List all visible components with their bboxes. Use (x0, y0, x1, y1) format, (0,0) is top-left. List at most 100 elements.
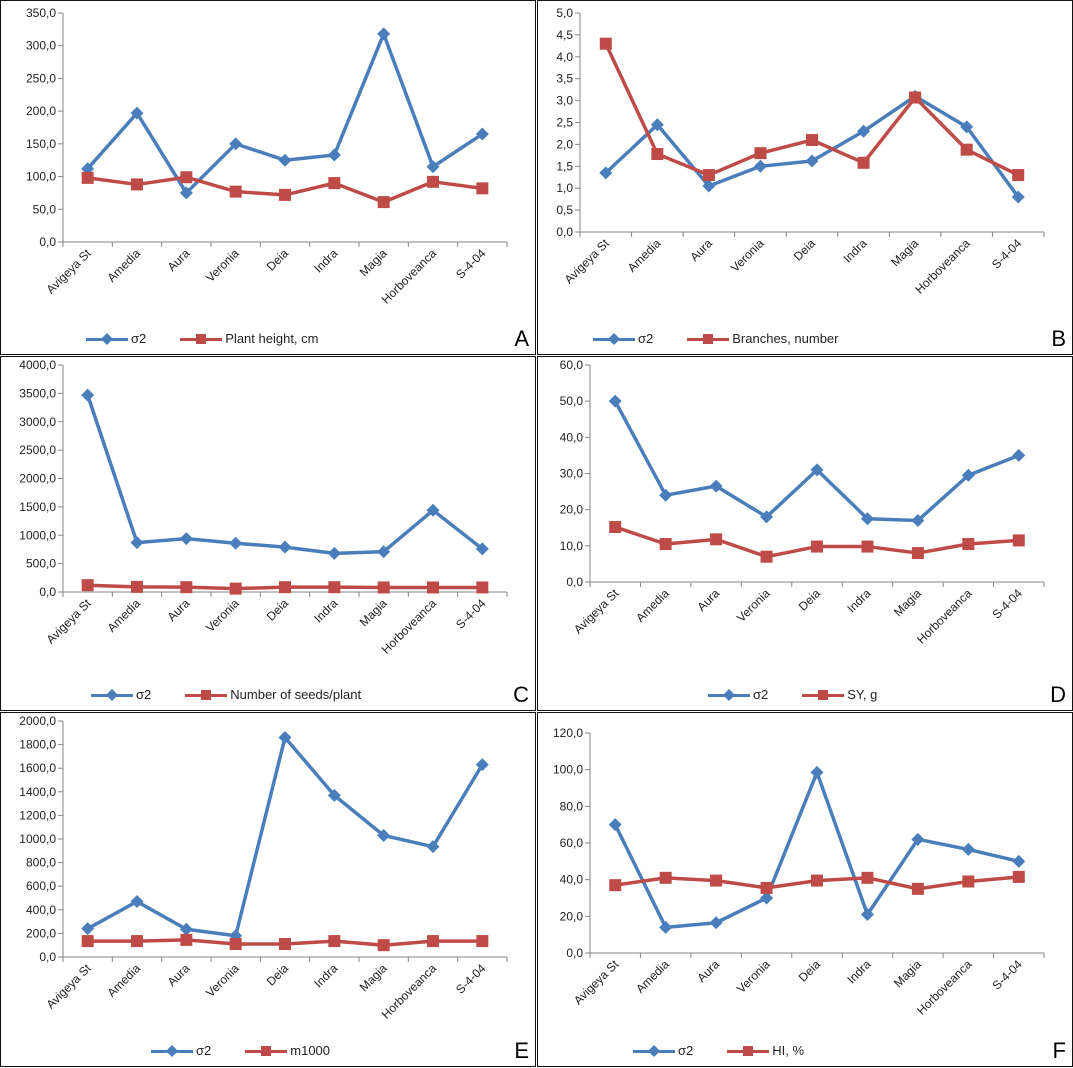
panel-letter: B (1051, 326, 1066, 351)
y-tick-label: 2,0 (556, 137, 573, 151)
x-tick-label: Horboveanca (914, 957, 975, 1018)
legend-swatch (180, 333, 223, 345)
y-tick-label: 0,0 (39, 950, 56, 964)
y-tick-label: 0,5 (556, 203, 573, 217)
data-point (279, 188, 291, 201)
y-tick-label: 0,0 (556, 225, 573, 239)
data-point (179, 186, 193, 200)
data-point (962, 538, 975, 551)
data-point (760, 891, 774, 905)
y-tick-label: 2,5 (556, 116, 573, 130)
legend-label: σ2 (638, 331, 654, 346)
data-point (180, 171, 193, 184)
data-point (131, 178, 143, 191)
y-tick-label: 2000,0 (19, 472, 56, 486)
legend-label: σ2 (136, 687, 152, 702)
data-point (426, 160, 440, 174)
y-tick-label: 50,0 (33, 202, 57, 216)
x-tick-label: S-4-04 (453, 596, 489, 632)
legend-swatch (727, 1045, 770, 1057)
y-tick-label: 40,0 (560, 873, 584, 887)
data-point (650, 118, 664, 132)
y-tick-label: 3,0 (556, 94, 573, 108)
data-point (911, 882, 924, 895)
legend-swatch (708, 688, 750, 701)
legend-item: σ2 (91, 687, 151, 702)
y-tick-label: 1,0 (556, 181, 573, 195)
data-point (861, 871, 874, 884)
legend-swatch (802, 689, 845, 701)
x-tick-label: S-4-04 (453, 961, 489, 997)
data-point (702, 169, 715, 182)
y-tick-label: 4,5 (556, 28, 573, 42)
panel-letter: C (513, 682, 529, 707)
data-point (810, 463, 824, 477)
y-tick-label: 1500,0 (19, 500, 56, 514)
x-tick-label: Magia (357, 246, 390, 279)
x-tick-label: Magia (891, 586, 924, 619)
legend-label: σ2 (131, 331, 147, 346)
legend: σ2 Plant height, cm (86, 331, 352, 346)
data-point (130, 895, 144, 909)
x-tick-label: Aura (165, 246, 193, 274)
data-point (659, 871, 672, 884)
data-point (599, 166, 613, 180)
data-point (709, 479, 723, 493)
y-tick-label: 600,0 (26, 879, 56, 893)
data-point (229, 582, 242, 595)
y-tick-label: 2500,0 (19, 443, 56, 457)
legend-item: SY, g (802, 687, 877, 702)
x-tick-label: Magia (357, 961, 390, 994)
y-tick-label: 4000,0 (19, 358, 56, 372)
x-tick-label: Indra (844, 957, 873, 986)
data-point (659, 920, 673, 934)
y-tick-label: 100,0 (553, 763, 583, 777)
data-point (377, 828, 391, 842)
series-line-sigma (86, 735, 484, 938)
data-point (476, 182, 489, 195)
data-point (599, 37, 612, 50)
x-tick-label: Aura (694, 586, 722, 614)
legend-swatch (151, 1044, 193, 1057)
data-point (702, 179, 716, 193)
y-tick-label: 1400,0 (19, 785, 56, 799)
x-tick-label: Indra (311, 596, 340, 625)
data-point (180, 933, 193, 946)
data-point (608, 394, 622, 408)
x-tick-label: Deia (791, 236, 819, 264)
x-tick-label: Deia (796, 586, 824, 614)
data-point (709, 916, 723, 930)
chart-panel-b: 0,0 0,5 1,0 1,5 2,0 2,5 3,0 3,5 4,0 4,5 5,0 Avigeya… (537, 0, 1073, 355)
legend-swatch (91, 688, 133, 701)
x-tick-label: Horboveanca (914, 586, 975, 647)
legend-swatch (687, 333, 730, 345)
series-line-sigma (613, 770, 1020, 930)
data-point (278, 540, 292, 554)
x-tick-label: Aura (165, 596, 193, 624)
data-point (659, 488, 673, 502)
data-point (909, 91, 922, 104)
legend-item: σ2 (151, 1043, 211, 1058)
y-tick-label: 3000,0 (19, 415, 56, 429)
legend-item: σ2 (593, 331, 653, 346)
y-tick-label: 500,0 (26, 557, 56, 571)
x-tick-label: Deia (264, 246, 292, 274)
x-tick-label: Indra (840, 236, 869, 265)
data-point (860, 512, 874, 526)
data-point (1012, 169, 1025, 182)
x-tick-label: Amedia (104, 246, 143, 285)
data-point (377, 27, 391, 41)
y-tick-label: 60,0 (560, 836, 584, 850)
legend-item: σ2 (633, 1043, 693, 1058)
legend-label: Number of seeds/plant (230, 687, 362, 702)
data-point (328, 177, 341, 190)
chart-svg: 0,0 20,0 40,0 60,0 80,0 100,0 120,0 Avigeya St A… (553, 726, 1045, 1018)
data-point (130, 106, 144, 120)
y-tick-label: 4,0 (556, 50, 573, 64)
y-tick-label: 3,5 (556, 72, 573, 86)
panel-letter: D (1050, 682, 1066, 707)
series-line-sigma (613, 400, 1020, 523)
x-tick-label: Veronia (734, 957, 773, 996)
legend: σ2 SY, g (708, 687, 911, 702)
legend-swatch (185, 689, 228, 701)
